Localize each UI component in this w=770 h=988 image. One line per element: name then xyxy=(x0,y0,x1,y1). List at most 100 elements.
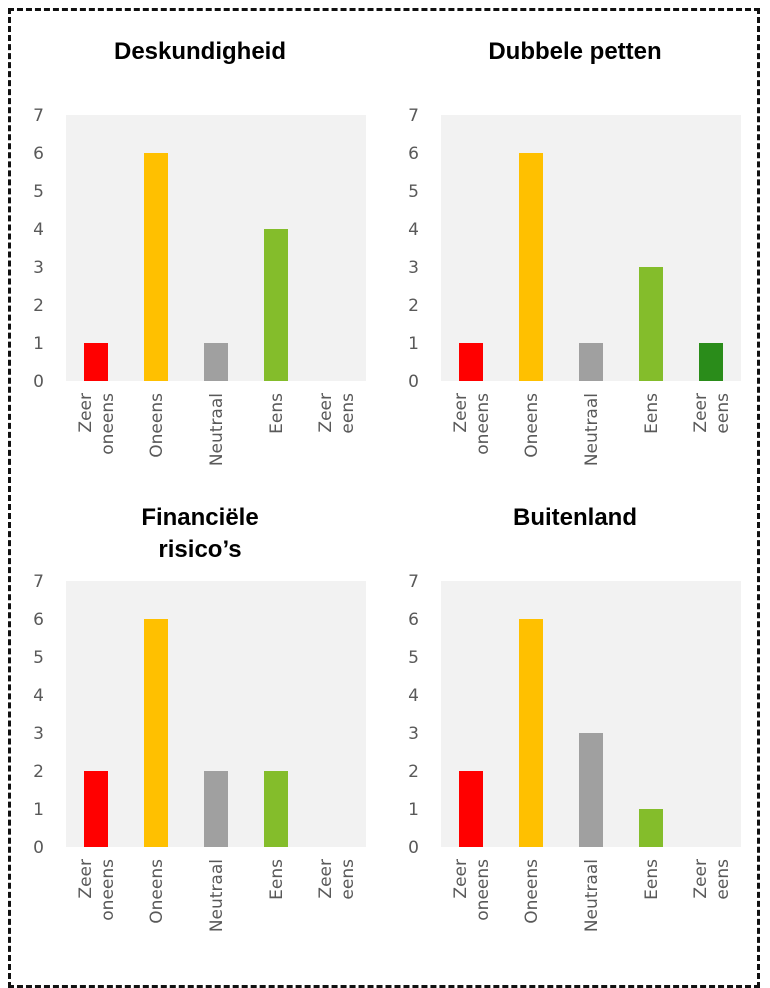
y-tick-label: 7 xyxy=(408,106,419,126)
x-tick-label-line: Zeer xyxy=(316,393,336,433)
x-tick-label: Eens xyxy=(267,393,287,434)
bar xyxy=(84,343,108,381)
y-tick-label: 2 xyxy=(408,762,419,782)
x-tick-label-line: Oneens xyxy=(147,859,167,924)
bar xyxy=(579,343,603,381)
chart-title: Deskundigheid xyxy=(113,38,287,65)
bar xyxy=(639,809,663,847)
x-tick-label-line: Oneens xyxy=(147,393,167,458)
x-tick-label-line: Eens xyxy=(642,393,662,434)
y-tick-label: 6 xyxy=(408,144,419,164)
x-tick-label: Zeer oneens xyxy=(451,393,493,455)
y-tick-label: 2 xyxy=(408,296,419,316)
bar xyxy=(519,153,543,381)
x-tick-label-line: oneens xyxy=(473,859,493,921)
bar xyxy=(264,229,288,381)
bar xyxy=(639,267,663,381)
bar xyxy=(144,619,168,847)
x-tick-label-line: Eens xyxy=(642,859,662,900)
x-tick-label-line: Oneens xyxy=(522,393,542,458)
y-tick-label: 4 xyxy=(408,220,419,240)
x-tick-label-line: Zeer xyxy=(451,393,471,433)
bar xyxy=(699,343,723,381)
y-tick-label: 3 xyxy=(33,258,44,278)
x-tick-label: Neutraal xyxy=(207,859,227,932)
x-tick-label: Eens xyxy=(642,393,662,434)
x-tick-label-line: Eens xyxy=(267,393,287,434)
x-tick-label-line: Eens xyxy=(267,859,287,900)
x-tick-label: Neutraal xyxy=(207,393,227,466)
x-tick-label: Zeer oneens xyxy=(451,859,493,921)
x-tick-label: Zeer oneens xyxy=(76,393,118,455)
y-tick-label: 3 xyxy=(408,724,419,744)
x-tick-label-line: eens xyxy=(713,859,733,900)
chart-title: Dubbele petten xyxy=(488,38,662,65)
x-tick-label-line: Neutraal xyxy=(582,859,602,932)
y-tick-label: 2 xyxy=(33,296,44,316)
chart-panel-dubbele-petten: Dubbele petten 0 1 2 3 4 5 6 7 Zeer oneens Oneens N… xyxy=(385,0,765,470)
x-tick-label-line: Zeer xyxy=(76,859,96,899)
x-tick-label: Zeer eens xyxy=(691,859,733,900)
bar xyxy=(579,733,603,847)
x-tick-label: Oneens xyxy=(147,859,167,924)
y-tick-label: 1 xyxy=(33,800,44,820)
x-tick-label-line: Neutraal xyxy=(207,859,227,932)
x-tick-label-line: Zeer xyxy=(451,859,471,899)
y-tick-label: 0 xyxy=(408,372,419,392)
x-tick-label-line: Zeer xyxy=(691,393,711,433)
y-tick-label: 5 xyxy=(408,648,419,668)
y-tick-label: 5 xyxy=(33,648,44,668)
x-tick-label-line: oneens xyxy=(98,859,118,921)
x-tick-label: Oneens xyxy=(522,393,542,458)
x-tick-label-line: Neutraal xyxy=(207,393,227,466)
y-tick-label: 4 xyxy=(33,686,44,706)
y-tick-label: 5 xyxy=(33,182,44,202)
x-tick-label-line: Zeer xyxy=(316,859,336,899)
chart-panel-financiele-risicos: Financiële risico’s 0 1 2 3 4 5 6 7 Zeer oneens On… xyxy=(10,466,390,936)
y-tick-label: 7 xyxy=(33,106,44,126)
plot-area xyxy=(66,115,366,381)
x-tick-label: Neutraal xyxy=(582,859,602,932)
y-tick-label: 6 xyxy=(33,144,44,164)
bar xyxy=(204,343,228,381)
x-tick-label-line: eens xyxy=(338,393,358,434)
y-tick-label: 1 xyxy=(408,334,419,354)
x-tick-label: Zeer eens xyxy=(316,859,358,900)
x-tick-label: Zeer oneens xyxy=(76,859,118,921)
y-tick-label: 4 xyxy=(33,220,44,240)
y-tick-label: 4 xyxy=(408,686,419,706)
chart-title: Buitenland xyxy=(513,504,637,531)
x-tick-label: Oneens xyxy=(147,393,167,458)
y-tick-label: 7 xyxy=(33,572,44,592)
y-tick-label: 7 xyxy=(408,572,419,592)
x-tick-label: Eens xyxy=(642,859,662,900)
y-tick-label: 5 xyxy=(408,182,419,202)
y-tick-label: 6 xyxy=(33,610,44,630)
y-tick-label: 0 xyxy=(33,372,44,392)
bar xyxy=(204,771,228,847)
bar xyxy=(264,771,288,847)
x-tick-label-line: oneens xyxy=(473,393,493,455)
y-tick-label: 0 xyxy=(33,838,44,858)
chart-panel-buitenland: Buitenland 0 1 2 3 4 5 6 7 Zeer oneens Oneens Neutr… xyxy=(385,466,765,936)
plot-area xyxy=(441,115,741,381)
x-tick-label-line: Oneens xyxy=(522,859,542,924)
y-tick-label: 1 xyxy=(408,800,419,820)
bar xyxy=(144,153,168,381)
x-tick-label-line: oneens xyxy=(98,393,118,455)
y-tick-label: 3 xyxy=(33,724,44,744)
x-tick-label-line: Zeer xyxy=(691,859,711,899)
y-tick-label: 3 xyxy=(408,258,419,278)
x-tick-label-line: Zeer xyxy=(76,393,96,433)
x-tick-label-line: eens xyxy=(713,393,733,434)
y-tick-label: 1 xyxy=(33,334,44,354)
x-tick-label: Oneens xyxy=(522,859,542,924)
y-tick-label: 2 xyxy=(33,762,44,782)
x-tick-label-line: eens xyxy=(338,859,358,900)
bar xyxy=(519,619,543,847)
x-tick-label: Zeer eens xyxy=(691,393,733,434)
bar xyxy=(459,343,483,381)
x-tick-label: Eens xyxy=(267,859,287,900)
